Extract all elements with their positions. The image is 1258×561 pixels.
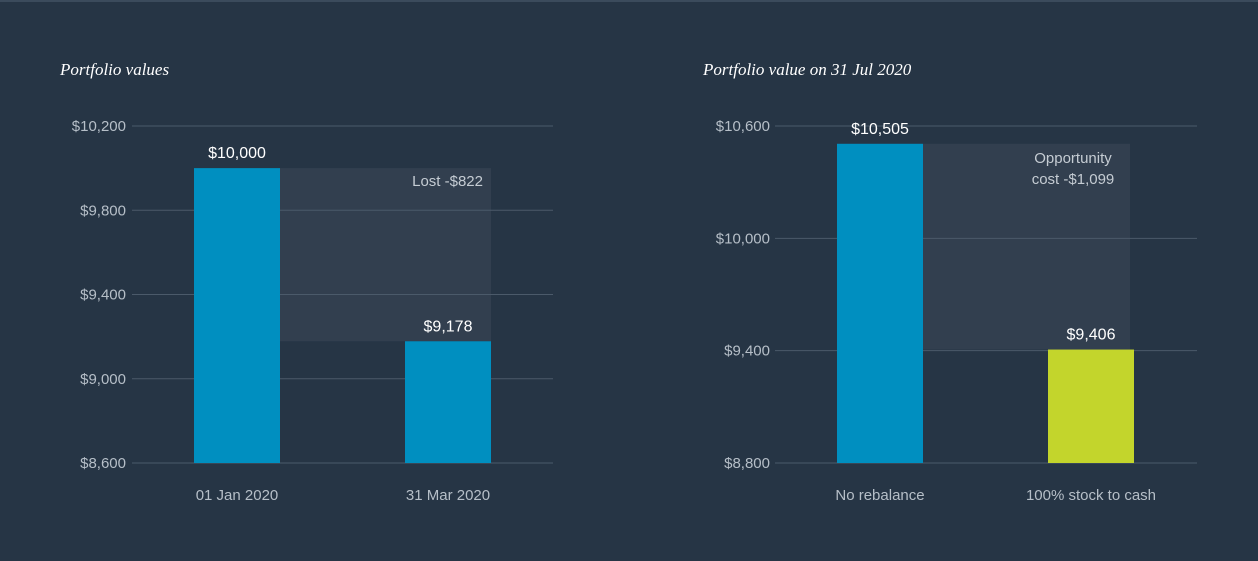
y-tick-label: $10,200 bbox=[72, 118, 126, 135]
y-tick-label: $9,000 bbox=[80, 371, 126, 388]
portfolio-values-plot: $8,600 $9,000 $9,400 $9,800 $10,200 $10,000 01… bbox=[72, 118, 553, 504]
x-tick-label: No rebalance bbox=[835, 487, 924, 504]
chart-title: Portfolio values bbox=[60, 60, 170, 79]
difference-band bbox=[923, 143, 1130, 350]
bar bbox=[194, 168, 280, 463]
x-tick-label: 100% stock to cash bbox=[1026, 487, 1156, 504]
data-label: $9,178 bbox=[424, 318, 473, 335]
y-tick-label: $10,600 bbox=[716, 118, 770, 135]
x-tick-label: 31 Mar 2020 bbox=[406, 487, 490, 504]
annotation-text: cost -$1,099 bbox=[1032, 171, 1115, 188]
chart-title: Portfolio value on 31 Jul 2020 bbox=[703, 60, 912, 79]
bar bbox=[837, 143, 923, 463]
y-tick-label: $9,800 bbox=[80, 202, 126, 219]
top-divider bbox=[0, 0, 1258, 2]
portfolio-value-jul-plot: $8,800 $9,400 $10,000 $10,600 $10,505 No reba… bbox=[716, 118, 1197, 504]
bar bbox=[1048, 349, 1134, 463]
y-tick-label: $10,000 bbox=[716, 230, 770, 247]
y-tick-label: $9,400 bbox=[80, 287, 126, 304]
annotation-text: Lost -$822 bbox=[412, 173, 483, 190]
difference-band bbox=[280, 168, 491, 342]
annotation-text: Opportunity bbox=[1034, 150, 1112, 167]
y-tick-label: $9,400 bbox=[724, 343, 770, 360]
bar bbox=[405, 341, 491, 463]
data-label: $10,000 bbox=[208, 145, 266, 162]
data-label: $9,406 bbox=[1067, 327, 1116, 344]
y-tick-label: $8,800 bbox=[724, 455, 770, 472]
data-label: $10,505 bbox=[851, 121, 909, 138]
portfolio-values-chart: Portfolio values $8,600 $9,000 $9,400 $9,80… bbox=[60, 60, 553, 504]
portfolio-value-jul-chart: Portfolio value on 31 Jul 2020 $8,800 $9,… bbox=[629, 0, 1258, 561]
y-tick-label: $8,600 bbox=[80, 455, 126, 472]
x-tick-label: 01 Jan 2020 bbox=[196, 487, 279, 504]
